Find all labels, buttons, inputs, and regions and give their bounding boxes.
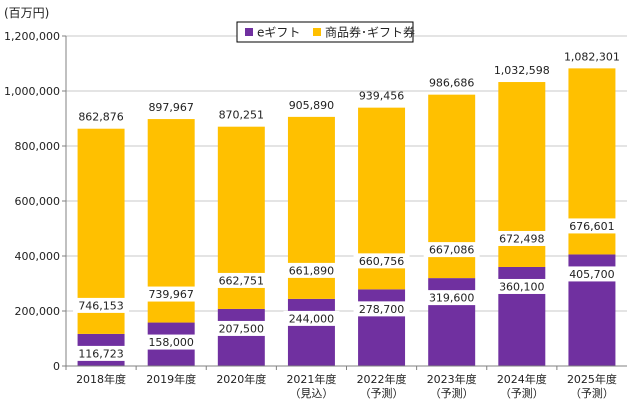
label-box: [493, 230, 550, 246]
y-axis: 0 200,000 400,000 600,000 800,000 1,000,000 1,…: [4, 30, 67, 373]
data-label-egift: 158,000: [148, 336, 194, 349]
data-label-egift: 319,600: [429, 292, 475, 305]
data-label-gift-certificate: 667,086: [429, 244, 475, 257]
label-box: [213, 320, 270, 336]
data-label-total: 897,967: [148, 101, 194, 114]
legend-label-gift-certificate: 商品券･ギフト券: [325, 25, 415, 40]
data-label-egift: 278,700: [359, 303, 405, 316]
label-box: [73, 297, 130, 313]
x-tick-label: 2023年度: [427, 372, 477, 386]
label-box: [563, 266, 620, 282]
y-tick-label: 1,000,000: [4, 85, 60, 98]
data-label-gift-certificate: 746,153: [78, 299, 124, 312]
label-box: [353, 253, 410, 269]
data-label-gift-certificate: 676,601: [569, 220, 615, 233]
x-tick-label: （予測）: [570, 386, 614, 400]
x-tick-label: （予測）: [360, 386, 404, 400]
data-label-total: 1,032,598: [494, 64, 550, 77]
y-tick-label: 0: [53, 360, 60, 373]
data-label-egift: 244,000: [289, 312, 335, 325]
x-tick-label: 2020年度: [216, 372, 266, 386]
data-label-total: 939,456: [359, 90, 405, 103]
data-label-total: 905,890: [289, 99, 335, 112]
label-box: [283, 310, 340, 326]
data-label-total: 862,876: [78, 111, 124, 124]
y-tick-label: 200,000: [15, 305, 61, 318]
bar-egift: [287, 298, 335, 366]
y-tick-label: 400,000: [15, 250, 61, 263]
label-box: [423, 242, 480, 258]
x-tick-label: 2019年度: [146, 372, 196, 386]
x-tick-label: 2022年度: [357, 372, 407, 386]
x-tick-label: 2018年度: [76, 372, 126, 386]
data-label-gift-certificate: 660,756: [359, 255, 405, 268]
x-axis: 2018年度 2019年度 2020年度 2021年度（見込）2022年度（予測）20…: [65, 365, 627, 400]
legend: eギフト 商品券･ギフト券: [236, 21, 415, 43]
legend-label-egift: eギフト: [257, 26, 300, 40]
x-tick-label: 2024年度: [497, 372, 547, 386]
y-tick-label: 600,000: [15, 195, 61, 208]
data-label-egift: 207,500: [219, 322, 265, 335]
legend-swatch-egift: [245, 28, 253, 36]
data-labels: 116,723 746,153 862,876 158,000 739,967 897,9…: [73, 50, 620, 361]
legend-swatch-gift-certificate: [313, 28, 321, 36]
bar-egift: [358, 289, 406, 366]
x-tick-label: （予測）: [500, 386, 544, 400]
label-box: [143, 334, 200, 350]
data-label-egift: 116,723: [78, 347, 124, 360]
data-label-gift-certificate: 739,967: [148, 288, 194, 301]
x-tick-label: 2021年度: [286, 372, 336, 386]
label-box: [213, 272, 270, 288]
label-box: [493, 278, 550, 294]
data-label-total: 1,082,301: [564, 50, 620, 63]
label-box: [73, 345, 130, 361]
label-box: [143, 286, 200, 302]
data-label-gift-certificate: 662,751: [219, 274, 265, 287]
label-box: [563, 218, 620, 234]
label-box: [353, 301, 410, 317]
y-tick-label: 1,200,000: [4, 30, 60, 43]
data-label-total: 870,251: [219, 109, 265, 122]
data-label-egift: 405,700: [569, 268, 615, 281]
bar-egift: [217, 308, 265, 366]
legend-box: [236, 21, 414, 43]
x-tick-label: （予測）: [430, 386, 474, 400]
y-tick-label: 800,000: [15, 140, 61, 153]
data-label-egift: 360,100: [499, 280, 545, 293]
unit-label: (百万円): [4, 6, 49, 20]
data-label-total: 986,686: [429, 77, 475, 90]
x-tick-label: 2025年度: [567, 372, 617, 386]
label-box: [283, 262, 340, 278]
label-box: [423, 290, 480, 306]
x-tick-label: （見込）: [289, 387, 333, 400]
data-label-gift-certificate: 661,890: [289, 264, 335, 277]
data-label-gift-certificate: 672,498: [499, 232, 545, 245]
